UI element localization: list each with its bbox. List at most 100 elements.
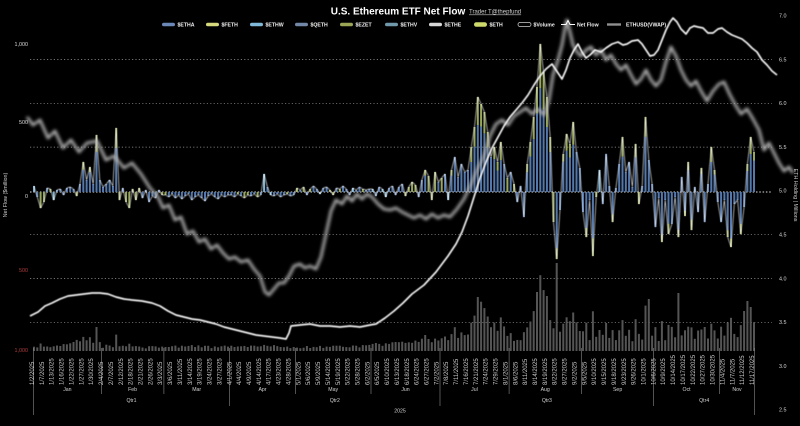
svg-text:Jul: Jul <box>471 387 478 393</box>
svg-text:Net Flow ($million): Net Flow ($million) <box>3 172 9 217</box>
svg-text:ETH Holding | Millions: ETH Holding | Millions <box>792 169 798 222</box>
svg-text:3.5: 3.5 <box>779 320 787 326</box>
svg-text:Oct: Oct <box>683 387 692 393</box>
svg-text:10/30/2025: 10/30/2025 <box>711 354 717 385</box>
svg-text:7/24/2025: 7/24/2025 <box>484 358 490 385</box>
svg-text:$EZET: $EZET <box>356 23 373 29</box>
svg-text:1,000: 1,000 <box>15 348 29 354</box>
svg-text:3/3/2025: 3/3/2025 <box>158 361 164 385</box>
svg-text:2/7/2025: 2/7/2025 <box>109 361 115 385</box>
svg-text:1/30/2025: 1/30/2025 <box>89 358 95 385</box>
svg-text:Feb: Feb <box>128 387 137 393</box>
svg-text:4/17/2025: 4/17/2025 <box>267 358 273 385</box>
svg-text:11/17/2025: 11/17/2025 <box>750 355 756 385</box>
svg-text:7.0: 7.0 <box>779 14 787 20</box>
svg-text:3/24/2025: 3/24/2025 <box>208 358 214 385</box>
svg-text:5/22/2025: 5/22/2025 <box>346 358 352 385</box>
svg-text:$ETH: $ETH <box>490 23 504 29</box>
svg-text:1,000: 1,000 <box>15 42 29 48</box>
svg-text:8/11/2025: 8/11/2025 <box>523 358 529 385</box>
svg-text:8/19/2025: 8/19/2025 <box>543 358 549 385</box>
svg-text:2/26/2025: 2/26/2025 <box>148 358 154 385</box>
svg-text:10/6/2025: 10/6/2025 <box>651 358 657 385</box>
svg-text:9/10/2025: 9/10/2025 <box>592 358 598 385</box>
svg-text:0: 0 <box>25 194 28 200</box>
svg-text:500: 500 <box>19 268 28 274</box>
svg-text:8/22/2025: 8/22/2025 <box>553 358 559 385</box>
svg-text:8/1/2025: 8/1/2025 <box>503 361 509 385</box>
svg-text:9/18/2025: 9/18/2025 <box>612 358 618 385</box>
svg-text:500: 500 <box>19 120 28 126</box>
svg-text:2.5: 2.5 <box>779 408 787 414</box>
svg-text:Nov: Nov <box>732 387 742 393</box>
svg-text:7/8/2025: 7/8/2025 <box>444 361 450 385</box>
svg-text:9/15/2025: 9/15/2025 <box>602 358 608 385</box>
svg-text:4.0: 4.0 <box>779 276 787 282</box>
svg-text:1/22/2025: 1/22/2025 <box>70 358 76 385</box>
svg-text:$FETH: $FETH <box>222 23 239 29</box>
svg-text:6/27/2025: 6/27/2025 <box>425 358 431 385</box>
svg-text:Qtr4: Qtr4 <box>699 398 709 404</box>
svg-text:Qtr1: Qtr1 <box>126 398 136 404</box>
svg-text:3.0: 3.0 <box>779 364 787 370</box>
svg-text:5/9/2025: 5/9/2025 <box>316 361 322 385</box>
svg-text:$QETH: $QETH <box>311 23 329 29</box>
svg-text:9/2/2025: 9/2/2025 <box>573 361 579 385</box>
svg-text:$ETHV: $ETHV <box>401 23 418 29</box>
svg-text:10/1/2025: 10/1/2025 <box>642 358 648 385</box>
svg-text:6/24/2025: 6/24/2025 <box>415 358 421 385</box>
svg-text:Qtr3: Qtr3 <box>542 398 552 404</box>
svg-text:9/5/2025: 9/5/2025 <box>582 361 588 385</box>
svg-text:6/2/2025: 6/2/2025 <box>365 361 371 385</box>
svg-text:4/1/2025: 4/1/2025 <box>227 361 233 385</box>
svg-text:$ETHA: $ETHA <box>178 23 195 29</box>
svg-text:6/18/2025: 6/18/2025 <box>405 358 411 385</box>
svg-text:4.5: 4.5 <box>779 233 787 239</box>
svg-text:U.S. Ethereum ETF Net Flow: U.S. Ethereum ETF Net Flow <box>331 7 466 18</box>
svg-text:6/13/2025: 6/13/2025 <box>395 358 401 385</box>
svg-text:Aug: Aug <box>541 387 550 393</box>
svg-text:4/14/2025: 4/14/2025 <box>257 358 263 385</box>
svg-text:10/17/2025: 10/17/2025 <box>681 354 687 385</box>
svg-text:8/14/2025: 8/14/2025 <box>533 358 539 385</box>
svg-text:10/27/2025: 10/27/2025 <box>701 354 707 385</box>
svg-text:8/27/2025: 8/27/2025 <box>563 358 569 385</box>
svg-text:5/1/2025: 5/1/2025 <box>296 361 302 385</box>
svg-text:2/21/2025: 2/21/2025 <box>139 358 145 385</box>
svg-text:Mar: Mar <box>192 387 201 393</box>
svg-text:ETHUSD(VWAP): ETHUSD(VWAP) <box>626 23 666 29</box>
svg-text:6/5/2025: 6/5/2025 <box>375 361 381 385</box>
svg-text:5.5: 5.5 <box>779 145 787 151</box>
svg-text:7/16/2025: 7/16/2025 <box>464 358 470 385</box>
svg-text:10/14/2025: 10/14/2025 <box>671 354 677 385</box>
svg-text:4/9/2025: 4/9/2025 <box>247 361 253 385</box>
svg-text:1/2/2025: 1/2/2025 <box>30 361 36 385</box>
svg-text:9/26/2025: 9/26/2025 <box>632 358 638 385</box>
svg-text:1/27/2025: 1/27/2025 <box>79 358 85 385</box>
svg-text:11/12/2025: 11/12/2025 <box>740 355 746 385</box>
svg-text:Jan: Jan <box>63 387 71 393</box>
svg-text:7/2/2025: 7/2/2025 <box>434 361 440 385</box>
svg-text:Apr: Apr <box>258 387 266 393</box>
svg-text:8/6/2025: 8/6/2025 <box>513 361 519 385</box>
svg-text:2/12/2025: 2/12/2025 <box>119 358 125 385</box>
svg-text:Trader T@thepfund: Trader T@thepfund <box>469 10 521 16</box>
svg-text:4/23/2025: 4/23/2025 <box>277 358 283 385</box>
svg-text:7/21/2025: 7/21/2025 <box>474 358 480 385</box>
svg-text:5/14/2025: 5/14/2025 <box>326 358 332 385</box>
svg-text:3/19/2025: 3/19/2025 <box>198 358 204 385</box>
svg-text:7/29/2025: 7/29/2025 <box>494 358 500 385</box>
svg-text:11/4/2025: 11/4/2025 <box>720 358 726 385</box>
svg-text:5.0: 5.0 <box>779 189 787 195</box>
svg-text:3/14/2025: 3/14/2025 <box>188 358 194 385</box>
svg-text:10/9/2025: 10/9/2025 <box>661 358 667 385</box>
svg-text:11/7/2025: 11/7/2025 <box>730 358 736 385</box>
svg-text:7/11/2025: 7/11/2025 <box>454 358 460 385</box>
svg-text:3/11/2025: 3/11/2025 <box>178 358 184 385</box>
svg-text:4/4/2025: 4/4/2025 <box>237 361 243 385</box>
svg-text:5/6/2025: 5/6/2025 <box>306 361 312 385</box>
svg-text:May: May <box>328 387 338 393</box>
svg-text:2/18/2025: 2/18/2025 <box>129 358 135 385</box>
svg-text:6/10/2025: 6/10/2025 <box>385 358 391 385</box>
svg-text:5/19/2025: 5/19/2025 <box>336 358 342 385</box>
